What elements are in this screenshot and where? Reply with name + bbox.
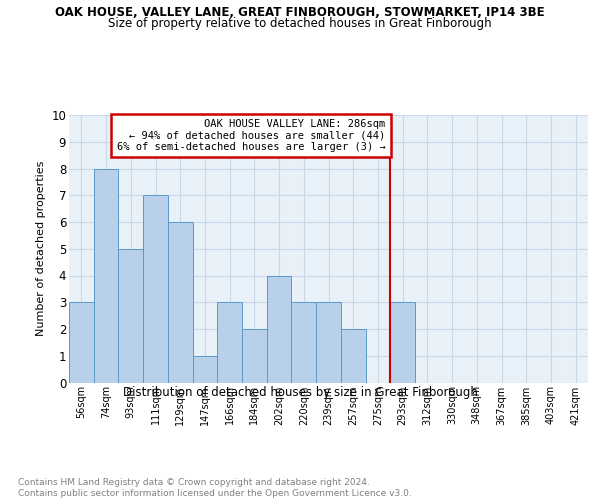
Bar xyxy=(118,248,143,382)
Bar xyxy=(292,302,316,382)
Y-axis label: Number of detached properties: Number of detached properties xyxy=(36,161,46,336)
Bar xyxy=(267,276,292,382)
Bar xyxy=(341,329,365,382)
Text: OAK HOUSE, VALLEY LANE, GREAT FINBOROUGH, STOWMARKET, IP14 3BE: OAK HOUSE, VALLEY LANE, GREAT FINBOROUGH… xyxy=(55,6,545,19)
Bar xyxy=(390,302,415,382)
Text: Size of property relative to detached houses in Great Finborough: Size of property relative to detached ho… xyxy=(108,17,492,30)
Bar xyxy=(217,302,242,382)
Text: OAK HOUSE VALLEY LANE: 286sqm
← 94% of detached houses are smaller (44)
6% of se: OAK HOUSE VALLEY LANE: 286sqm ← 94% of d… xyxy=(116,119,385,152)
Bar xyxy=(168,222,193,382)
Bar xyxy=(69,302,94,382)
Text: Contains HM Land Registry data © Crown copyright and database right 2024.
Contai: Contains HM Land Registry data © Crown c… xyxy=(18,478,412,498)
Text: Distribution of detached houses by size in Great Finborough: Distribution of detached houses by size … xyxy=(122,386,478,399)
Bar xyxy=(143,195,168,382)
Bar xyxy=(94,168,118,382)
Bar xyxy=(193,356,217,382)
Bar xyxy=(316,302,341,382)
Bar xyxy=(242,329,267,382)
